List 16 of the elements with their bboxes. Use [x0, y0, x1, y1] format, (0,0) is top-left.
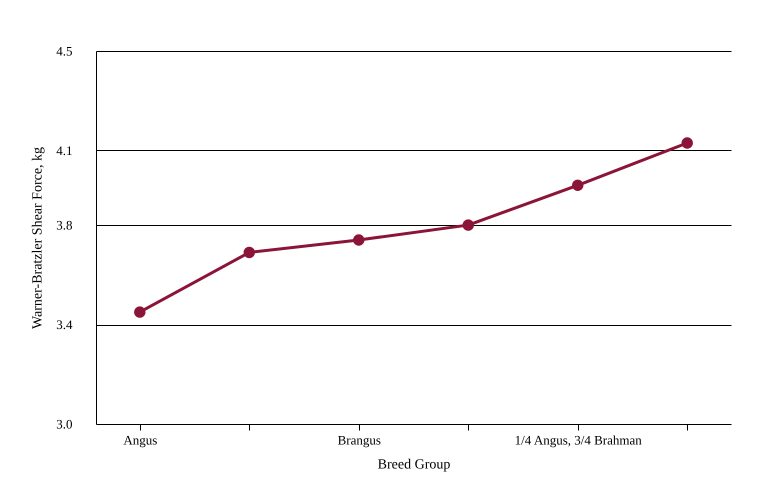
point	[353, 234, 364, 246]
x-axis-title: Breed Group	[378, 458, 450, 472]
point	[682, 137, 693, 149]
point	[572, 180, 584, 191]
x-tick-label: Angus	[123, 432, 158, 448]
point	[244, 246, 255, 258]
y-tick-label: 3.0	[56, 416, 72, 432]
y-axis-title: Warner-Bratzler Shear Force, kg	[30, 146, 46, 330]
y-tick-label: 4.5	[56, 44, 72, 58]
point	[134, 306, 146, 318]
point	[462, 219, 474, 231]
y-tick-label: 4.1	[56, 142, 72, 158]
y-tick-label: 3.4	[56, 317, 73, 332]
x-tick-label: 1/4 Angus, 3/4 Brahman	[514, 432, 642, 448]
x-tick-label: Brangus	[338, 432, 381, 448]
y-tick-label: 3.8	[56, 218, 72, 233]
